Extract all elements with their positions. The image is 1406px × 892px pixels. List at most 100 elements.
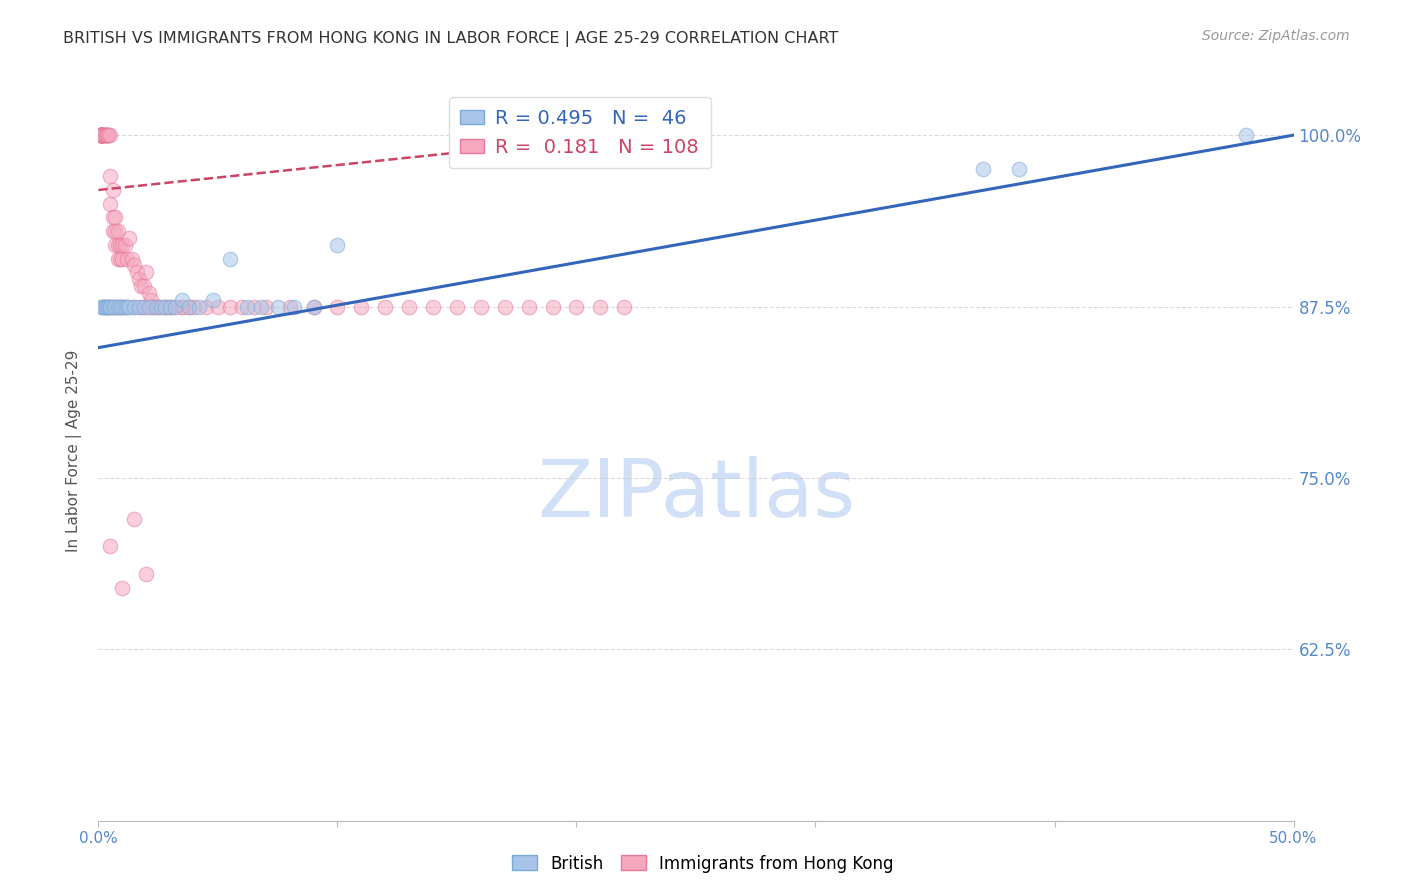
- Point: [101, 300, 124, 314]
- Point: [163, 300, 186, 314]
- Point: [94, 128, 117, 142]
- Point: [94, 128, 117, 142]
- Point: [94, 300, 117, 314]
- Point: [219, 300, 242, 314]
- Point: [219, 252, 242, 266]
- Point: [107, 237, 129, 252]
- Point: [172, 300, 194, 314]
- Point: [172, 293, 194, 307]
- Point: [350, 300, 373, 314]
- Point: [107, 252, 129, 266]
- Point: [148, 300, 170, 314]
- Point: [91, 128, 114, 142]
- Point: [278, 300, 301, 314]
- Point: [446, 300, 468, 314]
- Point: [90, 128, 112, 142]
- Point: [97, 300, 120, 314]
- Point: [179, 300, 201, 314]
- Point: [114, 237, 136, 252]
- Point: [470, 300, 492, 314]
- Point: [578, 128, 600, 142]
- Point: [139, 300, 162, 314]
- Point: [90, 300, 112, 314]
- Y-axis label: In Labor Force | Age 25-29: In Labor Force | Age 25-29: [66, 350, 83, 551]
- Point: [115, 300, 138, 314]
- Point: [302, 300, 325, 314]
- Point: [145, 300, 167, 314]
- Point: [195, 300, 218, 314]
- Point: [98, 128, 122, 142]
- Point: [138, 285, 160, 300]
- Point: [104, 237, 127, 252]
- Point: [183, 300, 205, 314]
- Point: [159, 300, 181, 314]
- Point: [104, 224, 127, 238]
- Point: [149, 300, 172, 314]
- Legend: R = 0.495   N =  46, R =  0.181   N = 108: R = 0.495 N = 46, R = 0.181 N = 108: [449, 97, 710, 169]
- Point: [111, 300, 134, 314]
- Point: [107, 300, 129, 314]
- Point: [91, 128, 114, 142]
- Point: [398, 300, 420, 314]
- Point: [163, 300, 186, 314]
- Point: [90, 128, 112, 142]
- Point: [231, 300, 253, 314]
- Point: [97, 128, 120, 142]
- Point: [243, 300, 266, 314]
- Point: [235, 300, 257, 314]
- Point: [101, 211, 124, 225]
- Point: [98, 300, 122, 314]
- Point: [108, 237, 131, 252]
- Point: [124, 259, 146, 273]
- Point: [1008, 162, 1031, 177]
- Point: [155, 300, 177, 314]
- Point: [124, 512, 146, 526]
- Point: [101, 224, 124, 238]
- Point: [128, 272, 150, 286]
- Point: [128, 300, 150, 314]
- Point: [202, 293, 225, 307]
- Point: [589, 300, 612, 314]
- Point: [121, 252, 143, 266]
- Point: [326, 300, 349, 314]
- Point: [155, 300, 177, 314]
- Point: [422, 300, 444, 314]
- Point: [138, 300, 160, 314]
- Point: [94, 300, 117, 314]
- Point: [91, 300, 114, 314]
- Point: [131, 279, 153, 293]
- Point: [111, 300, 134, 314]
- Point: [91, 128, 114, 142]
- Point: [302, 300, 325, 314]
- Point: [104, 300, 127, 314]
- Point: [139, 293, 162, 307]
- Point: [131, 300, 153, 314]
- Point: [124, 300, 146, 314]
- Text: ZIPatlas: ZIPatlas: [537, 456, 855, 534]
- Point: [90, 128, 112, 142]
- Point: [115, 252, 138, 266]
- Point: [98, 300, 122, 314]
- Point: [111, 237, 134, 252]
- Point: [254, 300, 277, 314]
- Point: [187, 300, 209, 314]
- Point: [90, 128, 112, 142]
- Point: [494, 300, 516, 314]
- Point: [107, 224, 129, 238]
- Point: [326, 237, 349, 252]
- Point: [91, 300, 114, 314]
- Point: [94, 128, 117, 142]
- Point: [374, 300, 396, 314]
- Point: [1234, 128, 1257, 142]
- Point: [530, 128, 553, 142]
- Point: [90, 128, 112, 142]
- Legend: British, Immigrants from Hong Kong: British, Immigrants from Hong Kong: [506, 848, 900, 880]
- Point: [135, 300, 157, 314]
- Point: [124, 300, 146, 314]
- Point: [250, 300, 273, 314]
- Point: [172, 300, 194, 314]
- Point: [114, 300, 136, 314]
- Point: [108, 300, 131, 314]
- Point: [90, 128, 112, 142]
- Point: [135, 566, 157, 581]
